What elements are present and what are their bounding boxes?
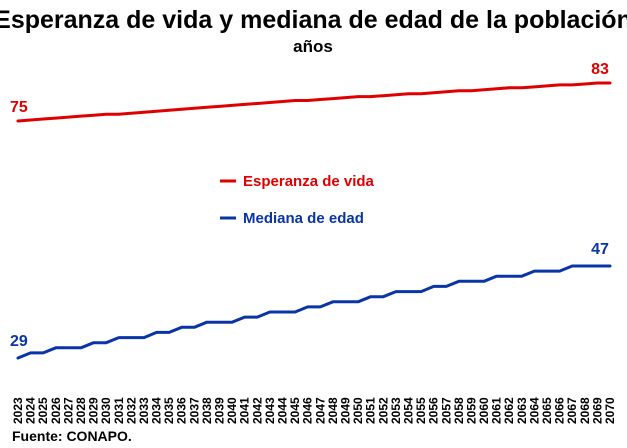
labels-layer: 75 83 29 47 bbox=[10, 61, 609, 350]
x-tick-label: 2052 bbox=[376, 397, 390, 424]
x-tick-label: 2070 bbox=[603, 397, 617, 424]
x-tick-label: 2066 bbox=[553, 397, 567, 424]
x-tick-label: 2069 bbox=[590, 397, 604, 424]
x-tick-label: 2060 bbox=[477, 397, 491, 424]
x-tick-label: 2043 bbox=[263, 397, 277, 424]
x-tick-label: 2048 bbox=[326, 397, 340, 424]
legend-label: Mediana de edad bbox=[243, 210, 364, 227]
x-tick-label: 2036 bbox=[175, 397, 189, 424]
x-tick-label: 2027 bbox=[61, 397, 75, 424]
x-tick-label: 2042 bbox=[250, 397, 264, 424]
x-tick-label: 2050 bbox=[351, 397, 365, 424]
x-tick-label: 2061 bbox=[490, 397, 504, 424]
x-axis: 2023202420252026202720282029203020312032… bbox=[11, 397, 617, 424]
x-tick-label: 2033 bbox=[137, 397, 151, 424]
legend-label: Esperanza de vida bbox=[243, 173, 375, 190]
x-tick-label: 2059 bbox=[464, 397, 478, 424]
x-tick-label: 2038 bbox=[200, 397, 214, 424]
lines-layer bbox=[16, 81, 612, 360]
x-tick-label: 2055 bbox=[414, 397, 428, 424]
x-tick-label: 2053 bbox=[389, 397, 403, 424]
x-tick-label: 2024 bbox=[24, 397, 38, 424]
x-tick-label: 2026 bbox=[49, 397, 63, 424]
x-tick-label: 2046 bbox=[301, 397, 315, 424]
x-tick-label: 2064 bbox=[527, 397, 541, 424]
x-tick-label: 2067 bbox=[565, 397, 579, 424]
x-tick-label: 2030 bbox=[99, 397, 113, 424]
x-tick-label: 2054 bbox=[402, 397, 416, 424]
x-tick-label: 2034 bbox=[150, 397, 164, 424]
x-tick-label: 2040 bbox=[225, 397, 239, 424]
x-tick-label: 2044 bbox=[276, 397, 290, 424]
series-line-mediana-de-edad bbox=[16, 264, 612, 360]
x-tick-label: 2037 bbox=[187, 397, 201, 424]
x-tick-label: 2065 bbox=[540, 397, 554, 424]
x-tick-label: 2062 bbox=[502, 397, 516, 424]
x-tick-label: 2068 bbox=[578, 397, 592, 424]
x-tick-label: 2057 bbox=[439, 397, 453, 424]
x-tick-label: 2056 bbox=[427, 397, 441, 424]
end-value-label: 47 bbox=[591, 241, 609, 258]
chart-subtitle: años bbox=[293, 37, 333, 56]
x-tick-label: 2023 bbox=[11, 397, 25, 424]
x-tick-label: 2028 bbox=[74, 397, 88, 424]
x-tick-label: 2047 bbox=[313, 397, 327, 424]
x-tick-label: 2025 bbox=[36, 397, 50, 424]
x-tick-label: 2032 bbox=[124, 397, 138, 424]
x-tick-label: 2029 bbox=[87, 397, 101, 424]
x-tick-label: 2035 bbox=[162, 397, 176, 424]
chart-title: Esperanza de vida y mediana de edad de l… bbox=[0, 6, 627, 34]
legend-layer: Esperanza de vida Mediana de edad bbox=[220, 173, 375, 227]
source-note: Fuente: CONAPO. bbox=[12, 428, 132, 444]
x-tick-label: 2051 bbox=[364, 397, 378, 424]
x-tick-label: 2045 bbox=[288, 397, 302, 424]
x-tick-label: 2031 bbox=[112, 397, 126, 424]
end-value-label: 83 bbox=[591, 61, 609, 78]
series-line-esperanza-de-vida bbox=[16, 81, 612, 123]
x-tick-label: 2049 bbox=[339, 397, 353, 424]
x-tick-label: 2058 bbox=[452, 397, 466, 424]
start-value-label: 29 bbox=[10, 333, 28, 350]
x-tick-label: 2063 bbox=[515, 397, 529, 424]
start-value-label: 75 bbox=[10, 99, 28, 116]
x-tick-label: 2041 bbox=[238, 397, 252, 424]
x-tick-label: 2039 bbox=[213, 397, 227, 424]
